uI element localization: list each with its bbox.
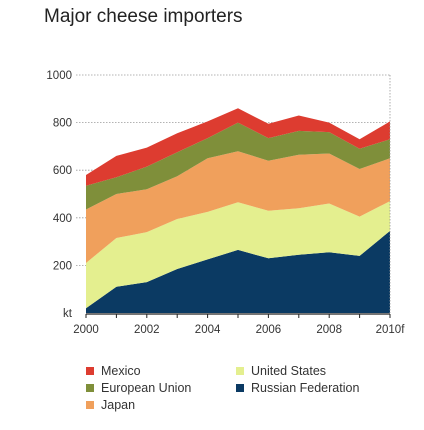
legend-item-japan: Japan (86, 398, 135, 412)
legend-item-russian-federation: Russian Federation (236, 381, 359, 395)
x-tick-label-2000: 2000 (73, 324, 99, 336)
legend-label-japan: Japan (101, 398, 136, 412)
x-tick-label-2004: 2004 (195, 324, 221, 336)
y-tick-label-800: 800 (53, 118, 72, 130)
y-tick-label-1000: 1000 (46, 70, 72, 82)
area-united-states (86, 201, 390, 309)
legend-item-mexico: Mexico (86, 364, 141, 378)
x-tick-label-2002: 2002 (134, 324, 160, 336)
legend-item-european-union: European Union (86, 381, 191, 395)
stacked-area-chart: kt 200 400 600 800 1000 2000 2002 2004 2006 2008 20… (46, 70, 406, 336)
legend-swatch-russian-federation (236, 384, 244, 392)
legend-swatch-united-states (236, 367, 244, 375)
chart-title: Major cheese importers (44, 6, 243, 27)
x-tick-label-2008: 2008 (316, 324, 342, 336)
legend-swatch-japan (86, 401, 94, 409)
legend-swatch-mexico (86, 367, 94, 375)
y-tick-label-200: 200 (53, 260, 72, 272)
legend-swatch-european-union (86, 384, 94, 392)
legend-label-russian-federation: Russian Federation (251, 381, 360, 395)
area-mexico (86, 108, 390, 186)
legend-label-european-union: European Union (101, 381, 192, 395)
legend-item-united-states: United States (236, 364, 326, 378)
y-tick-label-kt: kt (63, 308, 73, 320)
area-russian-federation (86, 230, 390, 313)
legend-label-united-states: United States (251, 364, 327, 378)
legend-label-mexico: Mexico (101, 364, 141, 378)
area-japan (86, 151, 390, 263)
y-tick-label-400: 400 (53, 213, 72, 225)
y-tick-label-600: 600 (53, 165, 72, 177)
x-tick-label-2010f: 2010f (376, 324, 406, 336)
x-tick-label-2006: 2006 (256, 324, 282, 336)
area-european-union (86, 122, 390, 210)
